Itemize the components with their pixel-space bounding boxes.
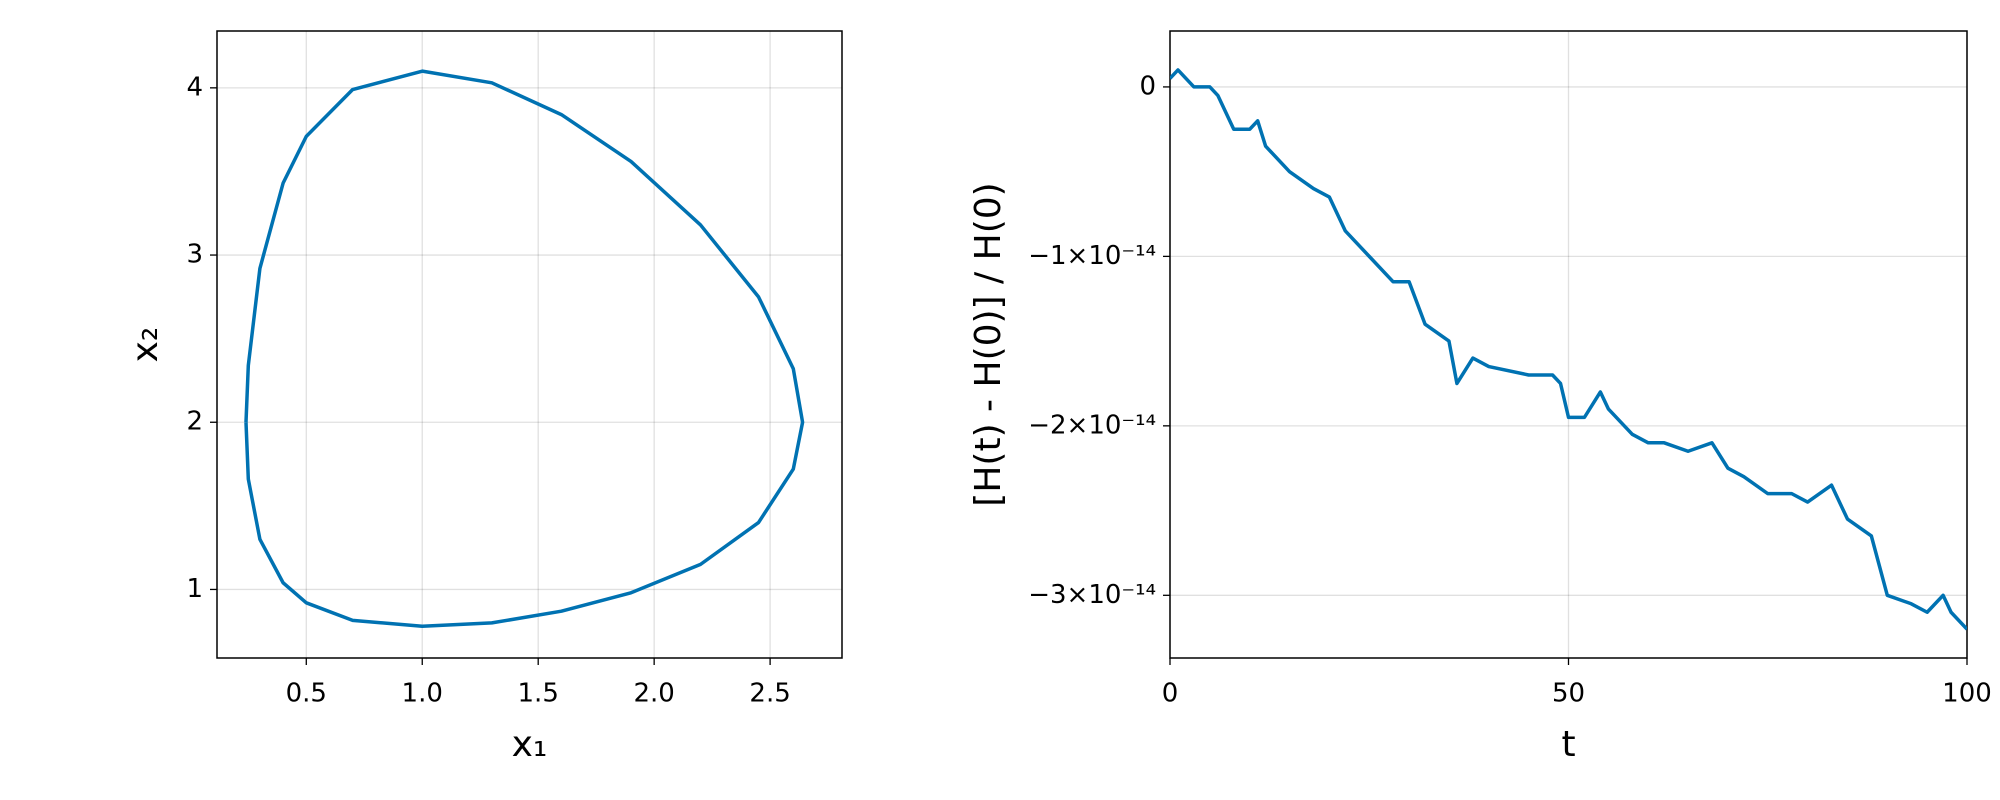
- x-tick-label: 50: [1552, 679, 1585, 709]
- x-tick-label: 1.0: [402, 679, 443, 709]
- x-tick-label: 1.5: [518, 679, 559, 709]
- x-tick-label: 2.5: [749, 679, 790, 709]
- data-line: [1170, 68, 1967, 631]
- y-tick-label: 3: [186, 240, 203, 270]
- x-axis-label: t: [1561, 724, 1575, 765]
- y-axis-label: x₂: [125, 327, 166, 363]
- x-tick-label: 0: [1162, 679, 1179, 709]
- data-line: [244, 69, 805, 628]
- x-tick-label: 0.5: [286, 679, 327, 709]
- y-tick-label: −3×10⁻¹⁴: [1028, 580, 1156, 610]
- y-tick-label: 4: [186, 72, 203, 102]
- x-tick-label: 2.0: [633, 679, 674, 709]
- y-axis-label: [H(t) - H(0)] / H(0): [968, 182, 1009, 506]
- y-tick-label: 0: [1139, 71, 1156, 101]
- x-axis-label: x₁: [512, 724, 548, 765]
- y-tick-label: 1: [186, 574, 203, 604]
- x-tick-label: 100: [1942, 679, 1992, 709]
- y-tick-label: 2: [186, 407, 203, 437]
- plot-frame: [216, 30, 843, 659]
- y-tick-label: −1×10⁻¹⁴: [1028, 241, 1156, 271]
- plot-frame: [1169, 30, 1968, 659]
- y-tick-label: −2×10⁻¹⁴: [1028, 410, 1156, 440]
